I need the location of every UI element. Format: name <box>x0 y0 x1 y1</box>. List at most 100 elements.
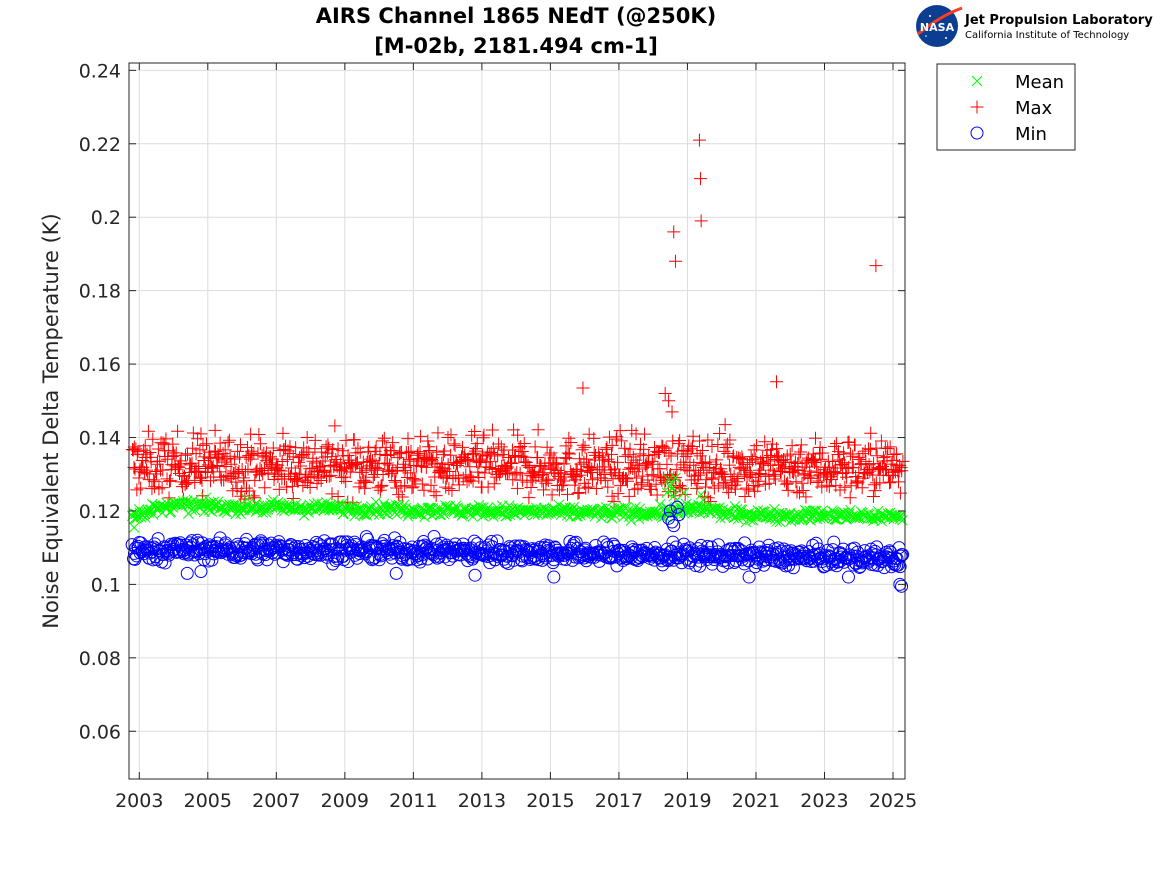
tick-labels: 2003 2005 2007 2009 2011 2013 2015 2017 2019 2021… <box>79 60 918 812</box>
data-point-max <box>745 470 759 484</box>
data-point-max <box>371 462 385 476</box>
data-point-max <box>892 464 906 478</box>
data-point-max <box>664 468 678 482</box>
data-point-max <box>511 428 525 442</box>
data-point-max <box>714 462 728 476</box>
x-tick-label: 2003 <box>115 790 163 812</box>
data-point-max <box>659 441 673 455</box>
data-point-max <box>620 472 634 486</box>
data-point-max <box>574 465 588 479</box>
data-point-max <box>366 470 380 484</box>
data-point-max <box>637 442 651 456</box>
data-point-max <box>393 447 407 461</box>
data-point-mean <box>424 502 435 514</box>
data-point-max <box>205 461 219 475</box>
data-point-max <box>749 452 763 466</box>
data-point-max <box>406 480 420 494</box>
data-point-max <box>172 461 186 475</box>
data-point-max <box>568 478 582 492</box>
data-point-max <box>685 440 699 454</box>
axis-ticks <box>129 63 905 779</box>
x-tick-label: 2019 <box>663 790 711 812</box>
data-point-max <box>445 484 459 498</box>
data-point-mean <box>568 501 580 513</box>
data-point-max <box>801 471 815 485</box>
data-point-max <box>505 456 519 470</box>
data-point-max <box>884 457 898 471</box>
data-point-max <box>837 446 851 460</box>
data-point-max <box>843 447 857 461</box>
jpl-name: Jet Propulsion Laboratory <box>964 13 1153 28</box>
data-point-max <box>723 433 737 447</box>
data-point-max <box>459 452 473 466</box>
data-point-max <box>439 471 453 485</box>
outlier-point-max <box>658 386 672 400</box>
legend-marker-min <box>970 126 984 140</box>
data-point-max <box>444 448 458 462</box>
data-point-min <box>556 546 570 560</box>
data-point-max <box>399 461 413 475</box>
data-point-max <box>733 452 747 466</box>
data-point-max <box>392 488 406 502</box>
data-point-min <box>776 556 790 570</box>
data-point-max <box>750 439 764 453</box>
data-point-max <box>611 455 625 469</box>
data-point-max <box>208 445 222 459</box>
data-point-mean <box>521 505 532 516</box>
data-point-max <box>713 426 727 440</box>
data-point-max <box>409 474 423 488</box>
data-point-max <box>816 446 830 460</box>
data-point-max <box>881 442 895 456</box>
outlier-point-mean <box>661 487 673 498</box>
data-point-mean <box>731 503 743 515</box>
data-point-max <box>827 465 841 479</box>
data-point-max <box>522 491 536 505</box>
data-point-max <box>710 453 724 467</box>
legend-label-mean: Mean <box>1015 72 1064 93</box>
data-point-max <box>855 481 869 495</box>
outlier-point-max <box>694 214 708 228</box>
data-point-max <box>721 446 735 460</box>
data-point-max <box>257 446 271 460</box>
data-point-max <box>301 470 315 484</box>
legend-label-max: Max <box>1015 98 1053 119</box>
data-point-max <box>166 437 180 451</box>
data-point-mean <box>175 498 187 510</box>
data-point-max <box>752 474 766 488</box>
data-point-max <box>473 454 487 468</box>
data-point-max <box>586 473 600 487</box>
x-tick-label: 2021 <box>732 790 780 812</box>
outlier-point-min <box>670 500 684 514</box>
x-tick-label: 2005 <box>184 790 232 812</box>
data-point-max <box>611 487 625 501</box>
data-point-mean <box>378 498 390 510</box>
data-point-max <box>618 449 632 463</box>
data-point-min <box>701 539 715 553</box>
data-point-max <box>319 440 333 454</box>
data-point-max <box>184 462 198 476</box>
data-point-mean <box>477 510 489 522</box>
data-point-mean <box>456 510 468 521</box>
outlier-point-min <box>672 508 686 522</box>
data-point-max <box>476 431 490 445</box>
data-point-max <box>521 458 535 472</box>
data-point-max <box>559 439 573 453</box>
data-point-max <box>634 478 648 492</box>
legend-marker-max <box>970 100 984 114</box>
data-point-max <box>485 423 499 437</box>
outlier-point-max <box>665 405 679 419</box>
data-point-max <box>389 464 403 478</box>
data-point-max <box>664 449 678 463</box>
data-point-max <box>502 451 516 465</box>
data-point-max <box>513 466 527 480</box>
data-point-max <box>238 492 252 506</box>
data-point-max <box>477 428 491 442</box>
data-point-max <box>139 463 153 477</box>
data-point-max <box>452 478 466 492</box>
data-point-max <box>129 442 143 456</box>
data-point-mean <box>340 503 352 515</box>
data-point-max <box>471 465 485 479</box>
outlier-point-mean <box>678 487 690 498</box>
data-point-max <box>469 441 483 455</box>
data-point-max <box>357 473 371 487</box>
